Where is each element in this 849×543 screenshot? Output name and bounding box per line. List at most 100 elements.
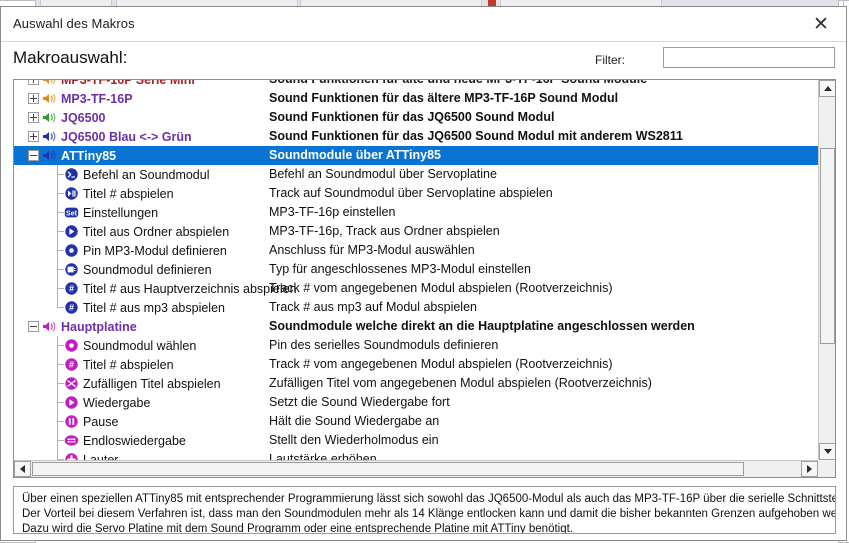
macro-row-description: Typ für angeschlossenes MP3-Modul einste… <box>269 262 531 276</box>
tree-expand-icon[interactable] <box>28 80 39 85</box>
tree-branch-line <box>52 355 64 374</box>
macro-tree-row[interactable]: Pause Hält die Sound Wiedergabe an <box>14 412 818 431</box>
svg-text:#: # <box>69 303 74 313</box>
macro-row-label: Titel aus Ordner abspielen <box>83 224 230 239</box>
macro-tree-row[interactable]: Hauptplatine Soundmodule welche direkt an… <box>14 317 818 336</box>
tree-indent <box>14 108 28 127</box>
macro-row-description: Sound Funktionen für das JQ6500 Sound Mo… <box>269 129 683 143</box>
macro-tree-row[interactable]: Set Einstellungen MP3-TF-16p einstellen <box>14 203 818 222</box>
macro-row-label: Soundmodul definieren <box>83 262 212 277</box>
scroll-up-arrow-icon[interactable] <box>819 80 835 97</box>
scroll-left-arrow-icon[interactable] <box>14 461 31 477</box>
tree-branch-line <box>52 241 64 260</box>
svg-text:#: # <box>69 284 74 294</box>
tree-branch-line <box>52 298 64 317</box>
macro-row-label: Wiedergabe <box>83 395 151 410</box>
macro-tree-row[interactable]: Titel # abspielen Track auf Soundmodul üb… <box>14 184 818 203</box>
macro-row-label: MP3-TF-16P <box>61 91 133 106</box>
macro-tree-row[interactable]: Pin MP3-Modul definieren Anschluss für MP… <box>14 241 818 260</box>
tree-branch-line <box>52 184 64 203</box>
speaker-icon <box>42 148 57 163</box>
speaker-icon <box>42 80 57 87</box>
macro-row-label: Einstellungen <box>83 205 159 220</box>
macro-tree-row[interactable]: MP3-TF-16P Serie Mini Sound Funktionen fü… <box>14 80 818 89</box>
macro-row-description: Track # aus mp3 auf Modul abspielen <box>269 300 477 314</box>
description-box: Über einen speziellen ATTiny85 mit entsp… <box>13 486 836 534</box>
macro-tree-row[interactable]: Zufälligen Titel abspielen Zufälligen Tit… <box>14 374 818 393</box>
speaker-icon <box>42 110 57 125</box>
tree-branch-line <box>52 203 64 222</box>
tree-branch-line <box>52 393 64 412</box>
macro-tree-viewport: MP3-TF-16P Serie Mini Sound Funktionen fü… <box>14 80 818 460</box>
bg-red-marker <box>488 0 496 7</box>
macro-row-description: Pin des serielles Soundmoduls definieren <box>269 338 499 352</box>
speaker-icon <box>42 319 57 334</box>
tree-indent <box>14 89 28 108</box>
macro-row-description: Hält die Sound Wiedergabe an <box>269 414 440 428</box>
macro-tree-row[interactable]: Wiedergabe Setzt die Sound Wiedergabe for… <box>14 393 818 412</box>
tree-indent <box>14 260 52 279</box>
hash-icon: # <box>64 281 79 296</box>
play-icon <box>64 224 79 239</box>
macro-row-description: MP3-TF-16p, Track aus Ordner abspielen <box>269 224 500 238</box>
vertical-scrollbar[interactable] <box>818 80 835 460</box>
tree-indent <box>14 355 52 374</box>
tree-indent <box>14 317 28 336</box>
macro-tree-row[interactable]: JQ6500 Blau <-> Grün Sound Funktionen für… <box>14 127 818 146</box>
shuffle-icon <box>64 376 79 391</box>
description-line: Über einen speziellen ATTiny85 mit entsp… <box>22 493 836 505</box>
scroll-down-arrow-icon[interactable] <box>819 443 835 460</box>
dialog-titlebar: Auswahl des Makros ✕ <box>1 7 846 42</box>
tree-indent <box>14 336 52 355</box>
macro-tree-row[interactable]: Lauter Lautstärke erhöhen <box>14 450 818 460</box>
macro-row-label: MP3-TF-16P Serie Mini <box>61 80 195 87</box>
tree-expand-icon[interactable] <box>28 112 39 123</box>
macro-tree-row[interactable]: Endloswiedergabe Stellt den Wiederholmodu… <box>14 431 818 450</box>
tree-branch-line <box>52 374 64 393</box>
page-title: Makroauswahl: <box>13 48 128 67</box>
macro-row-description: Setzt die Sound Wiedergabe fort <box>269 395 450 409</box>
tree-indent <box>14 412 52 431</box>
macro-row-description: Soundmodule welche direkt an die Hauptpl… <box>269 319 695 333</box>
svg-text:Set: Set <box>66 210 78 217</box>
macro-tree-row-selected[interactable]: ATTiny85 Soundmodule über ATTiny85 <box>14 146 818 165</box>
macro-tree-row[interactable]: JQ6500 Sound Funktionen für das JQ6500 So… <box>14 108 818 127</box>
horizontal-scrollbar[interactable] <box>14 460 818 477</box>
macro-row-label: JQ6500 <box>61 110 106 125</box>
macro-tree-rows: MP3-TF-16P Serie Mini Sound Funktionen fü… <box>14 80 818 460</box>
macro-tree-row[interactable]: # Titel # aus mp3 abspielen Track # aus mp… <box>14 298 818 317</box>
dialog-title: Auswahl des Makros <box>13 16 135 31</box>
tree-branch-line <box>52 165 64 184</box>
tree-branch-line <box>52 260 64 279</box>
tree-indent <box>14 241 52 260</box>
tree-indent <box>14 374 52 393</box>
vertical-scrollbar-thumb[interactable] <box>820 148 835 344</box>
pause-icon <box>64 414 79 429</box>
macro-tree-row[interactable]: Titel aus Ordner abspielen MP3-TF-16p, Tr… <box>14 222 818 241</box>
tree-collapse-icon[interactable] <box>28 321 39 332</box>
macro-row-label: Hauptplatine <box>61 319 137 334</box>
close-icon[interactable]: ✕ <box>813 13 829 35</box>
macro-tree-row[interactable]: Befehl an Soundmodul Befehl an Soundmodul… <box>14 165 818 184</box>
tree-expand-icon[interactable] <box>28 93 39 104</box>
macro-tree[interactable]: MP3-TF-16P Serie Mini Sound Funktionen fü… <box>13 79 836 478</box>
macro-row-label: JQ6500 Blau <-> Grün <box>61 129 192 144</box>
tree-branch-line <box>52 431 64 450</box>
scroll-right-arrow-icon[interactable] <box>801 461 818 477</box>
tree-collapse-icon[interactable] <box>28 150 39 161</box>
macro-tree-row[interactable]: # Titel # abspielen Track # vom angegebene… <box>14 355 818 374</box>
speaker-icon <box>42 91 57 106</box>
svg-text:#: # <box>69 360 74 370</box>
macro-row-label: Titel # abspielen <box>83 357 174 372</box>
tree-expand-icon[interactable] <box>28 131 39 142</box>
filter-input[interactable] <box>663 47 835 68</box>
macro-row-label: ATTiny85 <box>61 148 117 163</box>
macro-tree-row[interactable]: Soundmodul wählen Pin des serielles Sound… <box>14 336 818 355</box>
repeat-icon <box>64 433 79 448</box>
macro-tree-row[interactable]: # Titel # aus Hauptverzeichnis abspielen T… <box>14 279 818 298</box>
horizontal-scrollbar-thumb[interactable] <box>32 462 744 476</box>
tree-indent <box>14 127 28 146</box>
tree-branch-line <box>52 279 64 298</box>
macro-tree-row[interactable]: Soundmodul definieren Typ für angeschloss… <box>14 260 818 279</box>
macro-tree-row[interactable]: MP3-TF-16P Sound Funktionen für das älter… <box>14 89 818 108</box>
